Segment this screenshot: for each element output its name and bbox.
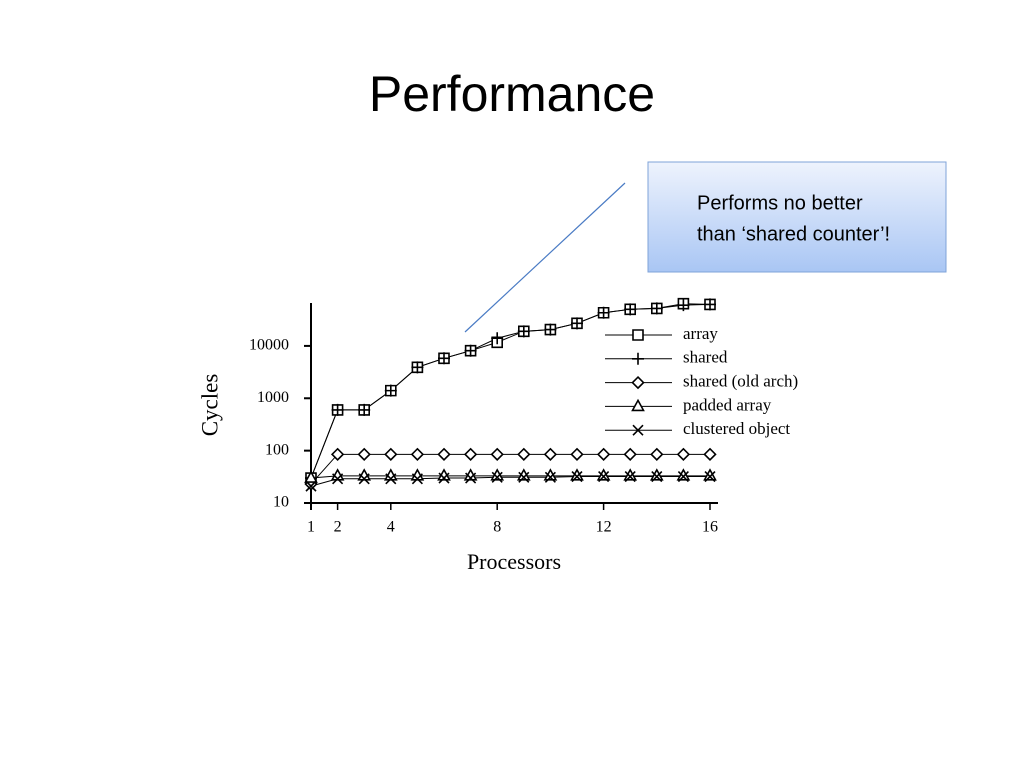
- data-point: [490, 447, 504, 461]
- x-axis-label: Processors: [467, 549, 561, 574]
- data-point: [704, 470, 716, 483]
- series-line: [310, 475, 710, 479]
- data-point: [544, 471, 556, 483]
- data-point: [544, 323, 557, 336]
- data-point: [332, 473, 344, 485]
- data-point: [623, 447, 637, 461]
- data-point: [650, 447, 664, 461]
- data-point: [330, 447, 345, 461]
- legend-label: shared (old arch): [683, 372, 798, 391]
- data-point: [598, 470, 610, 483]
- data-point: [463, 447, 478, 461]
- x-tick-label: 1: [307, 519, 315, 536]
- legend-marker: [632, 329, 644, 341]
- data-point: [358, 473, 370, 485]
- callout-box: [647, 161, 947, 273]
- callout-text: Performs no better: [697, 192, 863, 214]
- x-tick-label: 16: [702, 519, 718, 536]
- data-point: [358, 403, 371, 416]
- data-point: [491, 471, 503, 483]
- legend-label: array: [683, 324, 718, 343]
- legend-marker: [631, 375, 645, 390]
- x-tick-label: 8: [493, 519, 501, 536]
- series-line: [310, 453, 710, 485]
- data-point: [357, 447, 371, 461]
- y-tick-label: 100: [265, 441, 289, 458]
- callout-pointer: [464, 182, 626, 333]
- y-axis-label: Cycles: [197, 374, 222, 437]
- data-point: [437, 447, 451, 461]
- y-tick-label: 10000: [249, 337, 289, 354]
- data-point: [517, 447, 531, 461]
- x-tick-label: 4: [387, 519, 395, 536]
- data-point: [597, 306, 610, 319]
- data-point: [304, 470, 318, 483]
- legend-marker: [632, 352, 644, 365]
- data-point: [385, 473, 397, 485]
- data-point: [570, 447, 584, 461]
- data-point: [650, 302, 663, 315]
- data-point: [571, 470, 583, 483]
- data-point: [676, 447, 691, 461]
- legend-marker: [631, 398, 645, 412]
- legend-label: shared: [683, 348, 728, 367]
- data-point: [464, 344, 477, 357]
- legend-label: padded array: [683, 395, 772, 414]
- y-tick-label: 10: [273, 494, 289, 511]
- data-point: [677, 470, 689, 483]
- series-line: [310, 476, 710, 487]
- data-point: [410, 447, 425, 461]
- data-point: [465, 472, 477, 484]
- series-line: [310, 303, 711, 479]
- data-point: [305, 480, 317, 492]
- data-point: [491, 332, 504, 345]
- data-point: [517, 325, 530, 338]
- data-point: [571, 317, 583, 330]
- data-point: [624, 303, 637, 316]
- data-point: [703, 447, 717, 461]
- data-point: [543, 447, 558, 461]
- data-point: [411, 361, 424, 374]
- legend-label: clustered object: [683, 419, 790, 438]
- legend-marker: [632, 424, 644, 436]
- callout-text: than ‘shared counter’!: [697, 223, 890, 245]
- data-point: [596, 447, 611, 461]
- data-point: [677, 299, 690, 312]
- data-point: [411, 473, 423, 485]
- y-tick-label: 1000: [257, 389, 289, 406]
- data-point: [704, 298, 716, 311]
- data-point: [651, 470, 663, 483]
- data-point: [624, 470, 636, 483]
- data-point: [331, 403, 344, 416]
- x-tick-label: 2: [334, 519, 342, 536]
- data-point: [384, 447, 398, 461]
- data-point: [438, 352, 450, 365]
- data-point: [438, 472, 450, 484]
- data-point: [384, 384, 397, 397]
- slide-title: Performance: [369, 66, 655, 122]
- data-point: [518, 471, 530, 483]
- x-tick-label: 12: [596, 519, 612, 536]
